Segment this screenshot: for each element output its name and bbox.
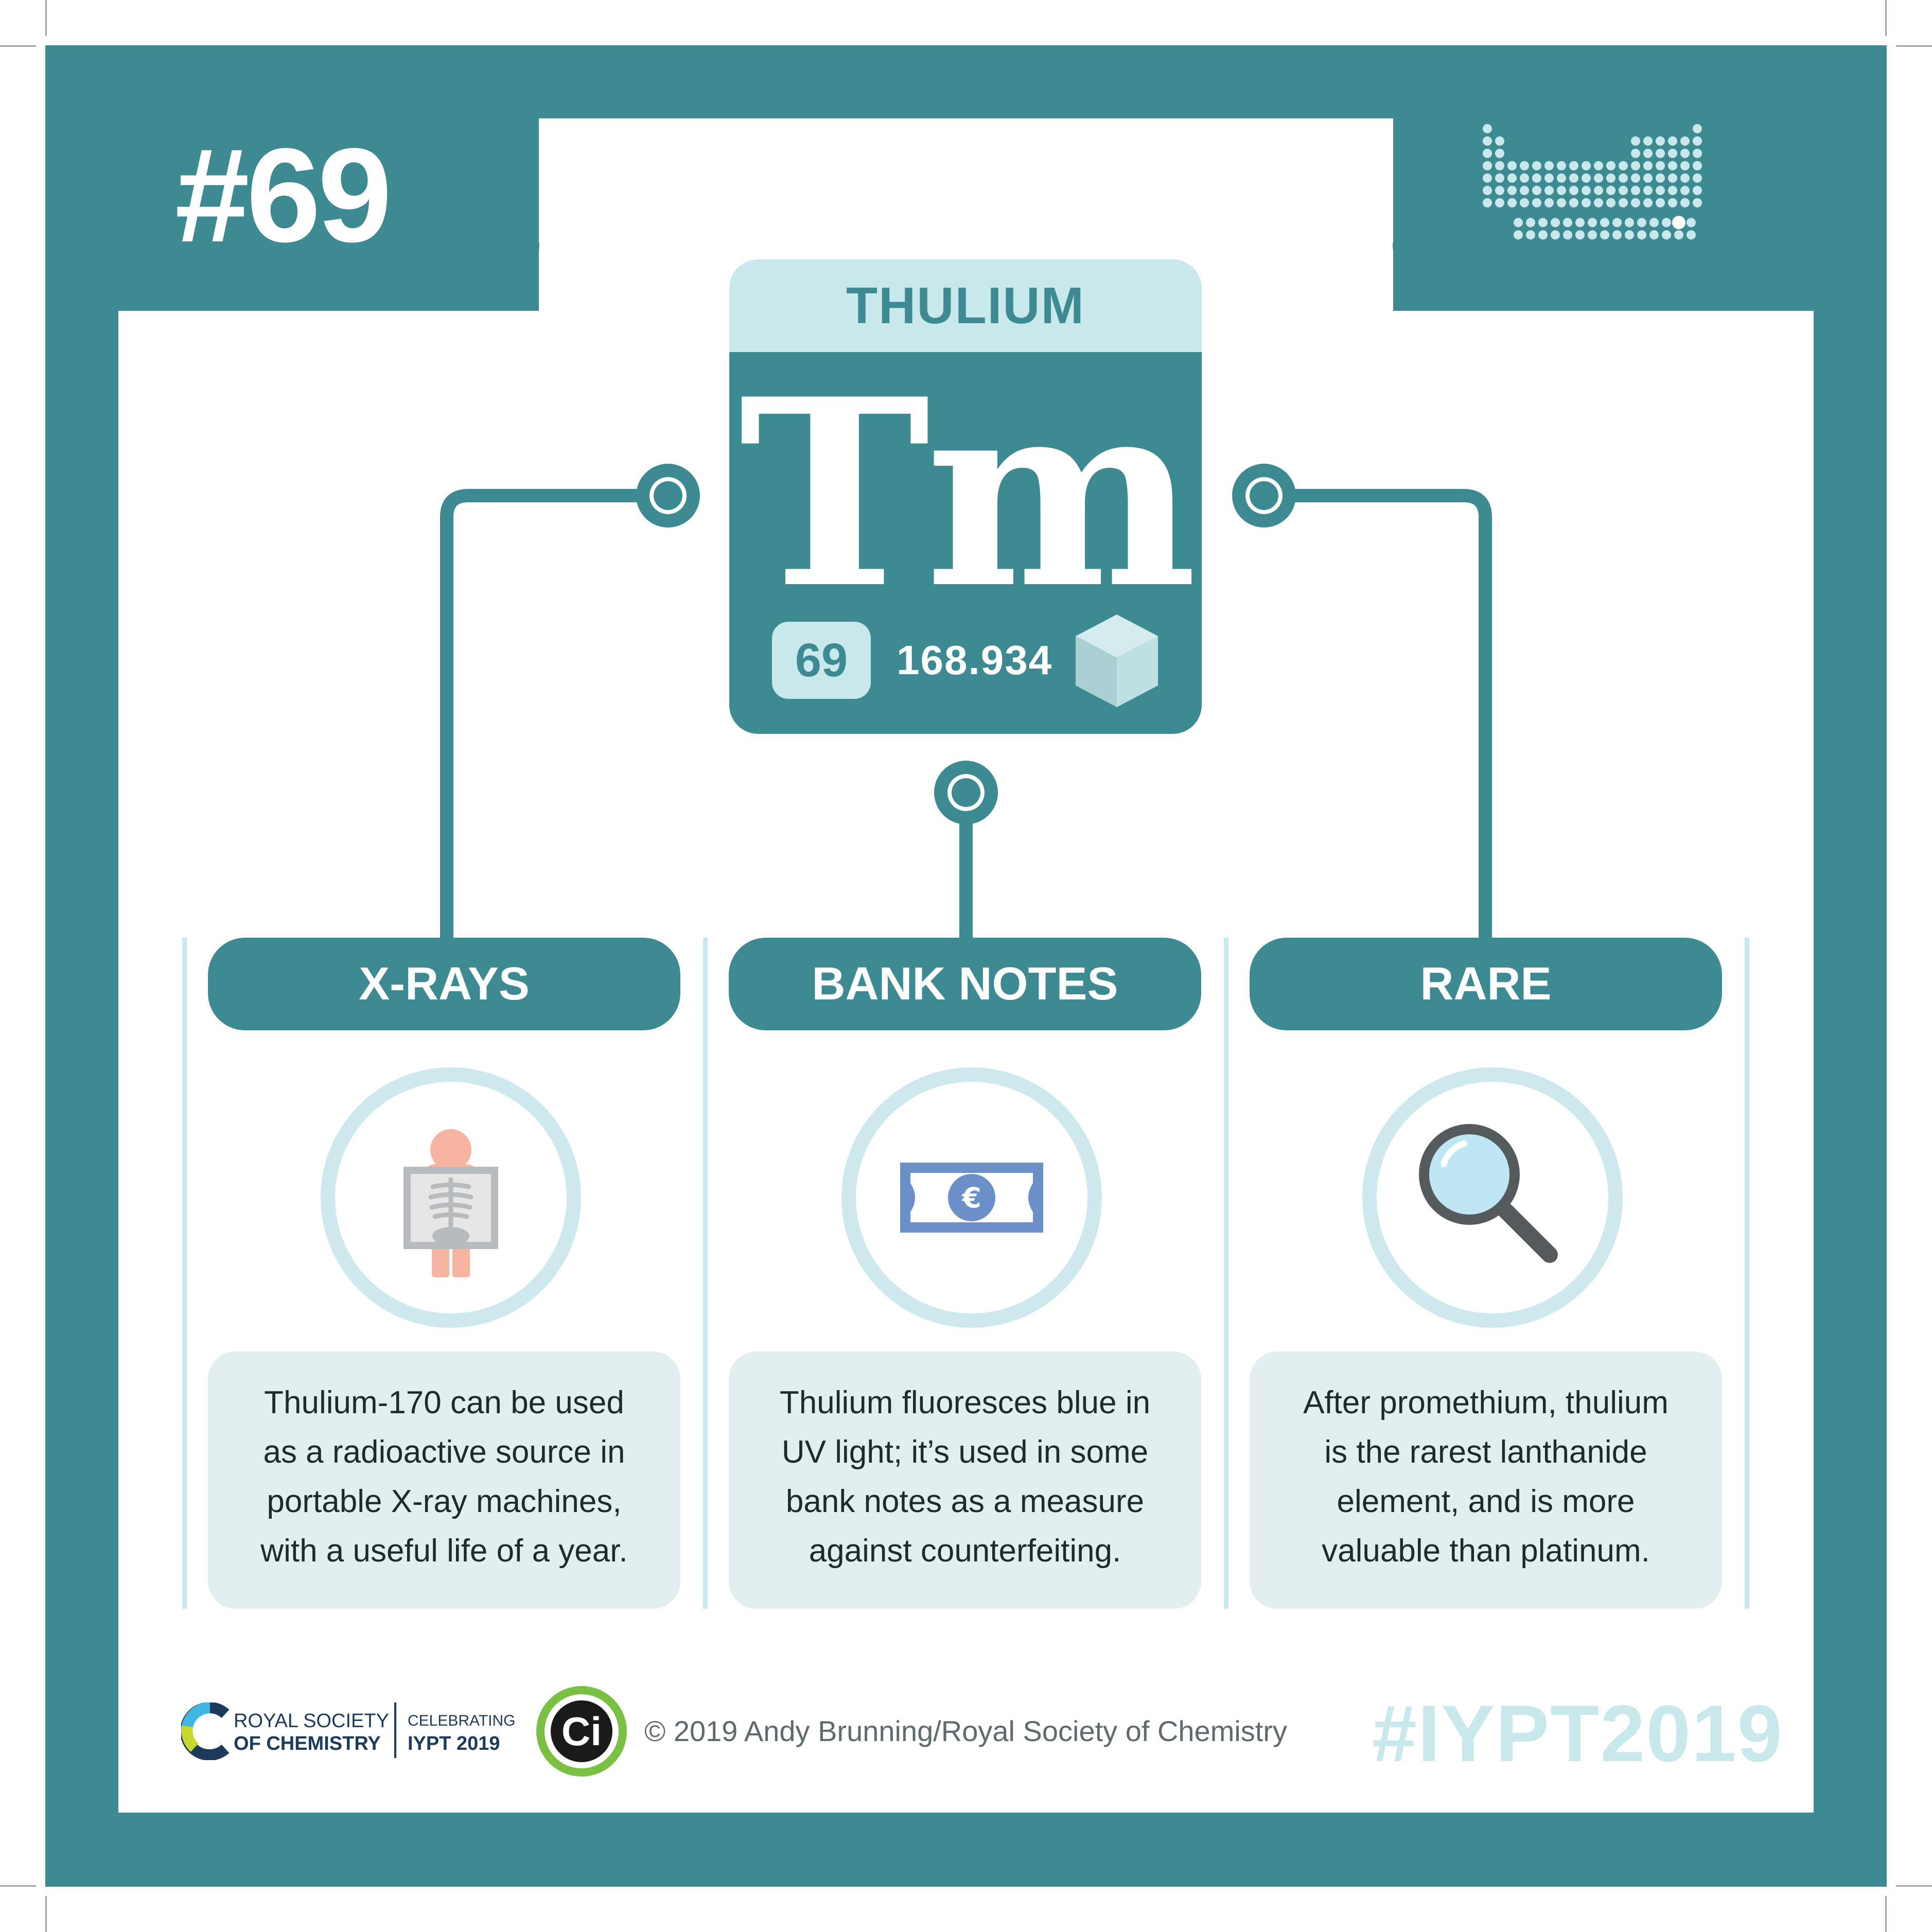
element-name: THULIUM [846,277,1085,335]
atomic-number: 69 [772,622,871,699]
hashtag: #IYPT2019 [1372,1689,1783,1779]
compound-interest-logo: Ci [536,1686,627,1777]
rsc-logo-text: ROYAL SOCIETY OF CHEMISTRY [234,1710,389,1754]
euro-banknote-icon: € [900,1163,1043,1233]
element-symbol: Tm [739,343,1197,645]
cube-icon [1076,614,1158,707]
atomic-mass: 168.934 [897,637,1053,683]
fact-title-xrays: X-RAYS [208,938,680,1030]
fact-title-rare: RARE [1250,938,1722,1030]
fact-description: Thulium-170 can be used as a radioactive… [208,1351,680,1609]
periodic-table-icon [1483,124,1702,240]
fact-icon-ring [321,1067,581,1328]
x-ray-person-icon [403,1129,498,1277]
fact-description: After promethium, thulium is the rarest … [1250,1351,1722,1609]
fact-title-bank-notes: BANK NOTES [729,938,1201,1030]
element-card-header [729,259,1202,354]
fact-description: Thulium fluoresces blue in UV light; it’… [729,1351,1201,1609]
fact-icon-ring: € [841,1067,1102,1328]
fact-icon-ring [1362,1067,1623,1328]
issue-number: #69 [175,121,392,270]
copyright-notice: © 2019 Andy Brunning/Royal Society of Ch… [644,1715,1288,1747]
rsc-logo-icon [181,1702,230,1760]
iypt-logo-text: CELEBRATING IYPT 2019 [408,1712,516,1754]
svg-text:€: € [961,1182,981,1214]
magnifying-glass-icon [1419,1124,1558,1263]
